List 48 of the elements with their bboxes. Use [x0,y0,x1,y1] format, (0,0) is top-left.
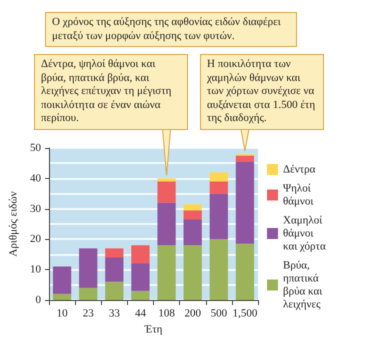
bar [157,202,176,246]
y-tick-label: 50 [30,142,42,154]
bar [184,204,202,210]
bar [52,266,72,294]
bar [236,156,254,162]
y-tick-label: 0 [36,294,42,306]
y-axis-title: Αριθμός ειδών [8,191,20,257]
bar [184,245,202,300]
text: Ο χρόνος της αύξησης της αφθονίας ειδών διαφέρει μεταξύ των μορφών αύξησης των φυτών. [45,12,297,47]
bar [79,288,98,300]
bar [105,257,124,282]
bar [105,248,124,258]
x-tick-label: 44 [134,308,146,320]
bar [131,245,150,264]
bar [131,290,150,300]
y-tick-label: 10 [30,264,42,276]
y-tick-label: 40 [30,172,42,184]
y-tick-label: 30 [30,202,42,215]
bar [79,248,98,288]
x-tick-label: 10 [56,308,68,320]
x-tick-label: 23 [82,308,94,320]
y-tick-label: 20 [30,233,42,246]
x-axis-title: Έτη [144,324,163,336]
bar [105,282,124,300]
legend-label: Ψηλοί θάμνοι [283,182,314,208]
bar [52,294,72,300]
x-tick-label: 33 [108,308,120,320]
bar [236,244,254,300]
bar [210,194,228,240]
bar [236,162,254,244]
x-tick-label: 1,500 [232,308,258,320]
annotation: Η ποικιλότητα των χαμηλών θάμνων και των χόρτων συνέχισε να αυξάνεται στα 1.500 έτη της διαδοχής. [200,54,324,130]
bar [210,172,228,182]
bar [184,210,202,220]
bar [157,178,176,182]
legend-label: Χαμηλοί θάμνοι και χόρτα [283,214,326,252]
bar [157,181,176,203]
legend-label: Βρύα, ηπατικά βρύα και λειχήνες [283,260,325,310]
bar [184,219,202,246]
legend-label: Δέντρα [283,164,316,176]
bar [157,245,176,300]
bar [210,181,228,194]
x-tick-label: 200 [184,308,202,320]
x-tick-label: 500 [210,308,228,320]
bar [131,264,150,291]
annotation: Δέντρα, ψηλοί θάμνοι και βρύα, ηπατικά βρύα, και λειχήνες επέτυχαν τη μέγιστη ποικιλότητα σε έναν αιώνα περίπου. [34,54,188,130]
bar [210,239,228,300]
x-tick-label: 108 [158,308,176,320]
